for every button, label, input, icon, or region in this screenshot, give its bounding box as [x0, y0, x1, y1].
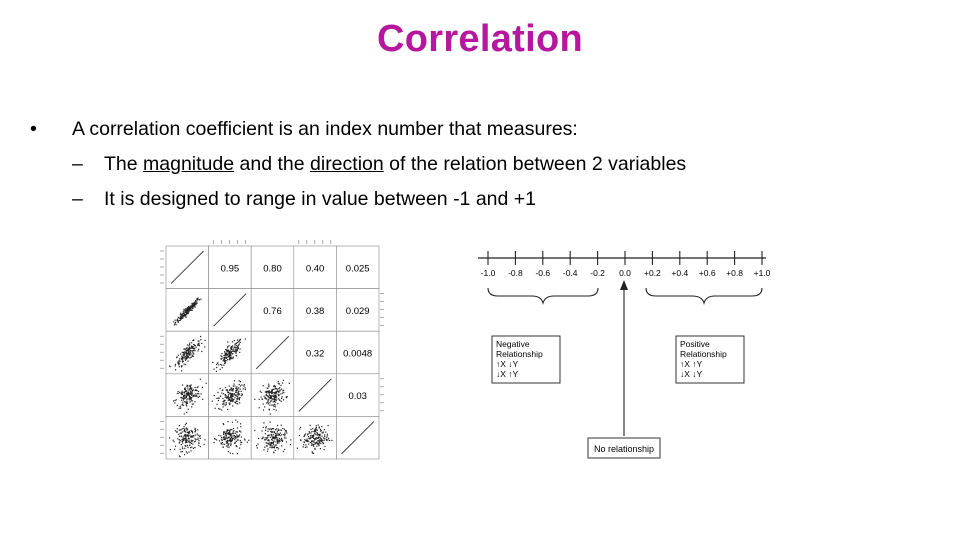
scatter-cloud	[213, 419, 250, 455]
no-relationship-label: No relationship	[594, 444, 654, 454]
relationship-box-line: Positive	[680, 339, 710, 349]
correlation-value: 0.80	[263, 263, 282, 274]
diagonal-line	[298, 378, 332, 412]
diagonal-line	[170, 250, 204, 284]
relationship-box-line: ↑X ↓Y	[496, 359, 519, 369]
sub-text-mid: and the	[234, 153, 311, 175]
matrix-cell	[293, 416, 337, 460]
scatter-cloud	[173, 297, 202, 326]
relationship-box-line: Relationship	[496, 349, 543, 359]
bullet-list: • A correlation coefficient is an index …	[30, 112, 930, 217]
scatter-cloud	[296, 424, 333, 454]
correlation-value: 0.76	[263, 306, 282, 317]
scale-tick-label: +0.4	[671, 268, 688, 278]
bullet-dot-icon: •	[30, 118, 37, 140]
scale-tick-label: +0.8	[726, 268, 743, 278]
matrix-cell	[293, 245, 337, 289]
correlation-value: 0.029	[346, 306, 370, 317]
sub-bullet-item: – It is designed to range in value betwe…	[30, 182, 930, 217]
positive-brace	[645, 287, 763, 305]
arrow-up-icon	[620, 280, 628, 290]
scatter-cloud	[254, 379, 290, 415]
scatter-cloud	[169, 422, 206, 458]
scale-tick-label: -0.8	[508, 268, 523, 278]
bullet-text: A correlation coefficient is an index nu…	[72, 118, 578, 140]
relationship-box-line: Relationship	[680, 349, 727, 359]
negative-brace	[487, 287, 599, 305]
correlation-value: 0.95	[221, 263, 240, 274]
correlation-value: 0.40	[306, 263, 325, 274]
scale-tick-label: +0.6	[699, 268, 716, 278]
scale-ticks: -1.0 -0.8 -0.6 -0.4 -0.2 0.0 +0.2 +0.4 +0.6 +0.8 +…	[481, 251, 771, 278]
scatter-cloud	[172, 378, 207, 415]
bullet-item: • A correlation coefficient is an index …	[30, 112, 930, 147]
relationship-box-line: ↑X ↑Y	[680, 359, 703, 369]
diagonal-line	[341, 421, 375, 455]
scatter-cloud	[211, 380, 246, 411]
scale-tick-label: -0.6	[535, 268, 550, 278]
scatter-cloud	[212, 338, 246, 372]
matrix-cell	[336, 373, 380, 417]
correlation-value: 0.03	[348, 391, 367, 402]
scale-tick-label: -0.4	[563, 268, 578, 278]
scatterplot-matrix-figure: 0.95 0.80 0.40 0.025 0.76 0.38 0.029 0.32 0.0048…	[160, 240, 384, 460]
matrix-cell	[208, 373, 252, 417]
scatter-cloud	[169, 335, 206, 372]
dash-icon: –	[72, 153, 83, 175]
matrix-cell	[250, 245, 295, 289]
scale-tick-label: -1.0	[481, 268, 496, 278]
sub-text-post: of the relation between 2 variables	[383, 153, 687, 175]
diagonal-line	[213, 293, 247, 327]
sub-text: It is designed to range in value between…	[104, 188, 537, 210]
matrix-cell	[250, 288, 295, 332]
correlation-value: 0.0048	[343, 349, 372, 360]
diagonal-line	[255, 335, 290, 370]
sub-text-pre: The	[104, 153, 144, 175]
dash-icon: –	[72, 188, 83, 210]
scale-tick-label: +1.0	[754, 268, 771, 278]
matrix-cell	[165, 416, 209, 460]
matrix-cell	[208, 245, 252, 289]
relationship-box-line: ↓X ↓Y	[680, 369, 703, 379]
underlined-magnitude: magnitude	[143, 153, 235, 175]
positive-relationship-box	[675, 335, 745, 384]
correlation-value: 0.32	[306, 349, 325, 360]
relationship-box-line: Negative	[496, 339, 530, 349]
scale-tick-label: 0.0	[619, 268, 631, 278]
matrix-cell	[336, 245, 380, 289]
scale-tick-label: +0.2	[644, 268, 661, 278]
scatter-cloud	[254, 421, 292, 454]
no-relationship-box	[587, 437, 661, 459]
correlation-scale-diagram: -1.0 -0.8 -0.6 -0.4 -0.2 0.0 +0.2 +0.4 +0.6 +0.8 +…	[478, 251, 771, 459]
underlined-direction: direction	[310, 153, 384, 175]
relationship-box-line: ↓X ↑Y	[496, 369, 519, 379]
negative-relationship-box	[491, 335, 561, 384]
matrix-axis-ticks	[160, 240, 384, 454]
matrix-cell	[336, 288, 380, 332]
slide-title: Correlation	[377, 18, 583, 60]
scale-tick-label: -0.2	[590, 268, 605, 278]
correlation-value: 0.025	[346, 263, 370, 274]
sub-bullet-item: – The magnitude and the direction of the…	[30, 147, 930, 182]
correlation-value: 0.38	[306, 306, 325, 317]
matrix-cell	[250, 373, 295, 417]
